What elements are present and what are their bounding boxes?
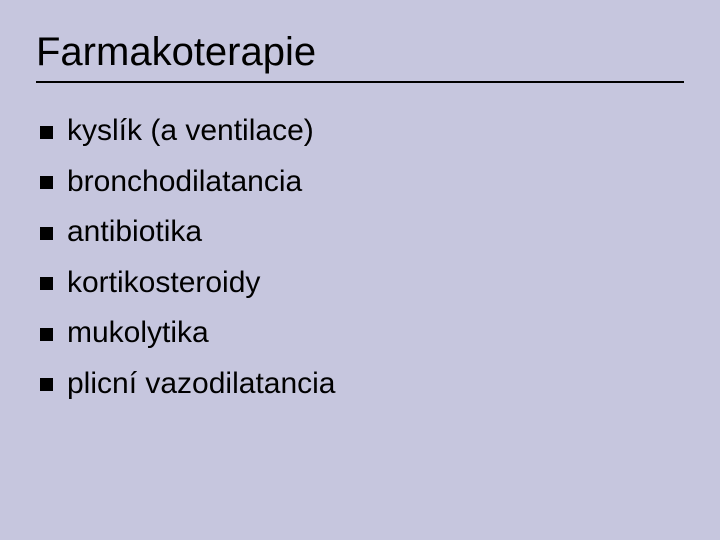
bullet-icon bbox=[40, 176, 53, 189]
bullet-text: antibiotika bbox=[67, 212, 202, 253]
bullet-text: plicní vazodilatancia bbox=[67, 364, 336, 405]
list-item: mukolytika bbox=[40, 313, 684, 354]
list-item: kortikosteroidy bbox=[40, 263, 684, 304]
bullet-text: kortikosteroidy bbox=[67, 263, 260, 304]
title-divider bbox=[36, 81, 684, 83]
bullet-text: mukolytika bbox=[67, 313, 209, 354]
list-item: antibiotika bbox=[40, 212, 684, 253]
list-item: plicní vazodilatancia bbox=[40, 364, 684, 405]
bullet-icon bbox=[40, 328, 53, 341]
bullet-icon bbox=[40, 227, 53, 240]
bullet-text: bronchodilatancia bbox=[67, 162, 302, 203]
slide-title: Farmakoterapie bbox=[36, 30, 684, 75]
list-item: bronchodilatancia bbox=[40, 162, 684, 203]
bullet-icon bbox=[40, 277, 53, 290]
bullet-text: kyslík (a ventilace) bbox=[67, 111, 314, 152]
bullet-icon bbox=[40, 126, 53, 139]
bullet-icon bbox=[40, 378, 53, 391]
list-item: kyslík (a ventilace) bbox=[40, 111, 684, 152]
bullet-list: kyslík (a ventilace) bronchodilatancia a… bbox=[36, 111, 684, 404]
